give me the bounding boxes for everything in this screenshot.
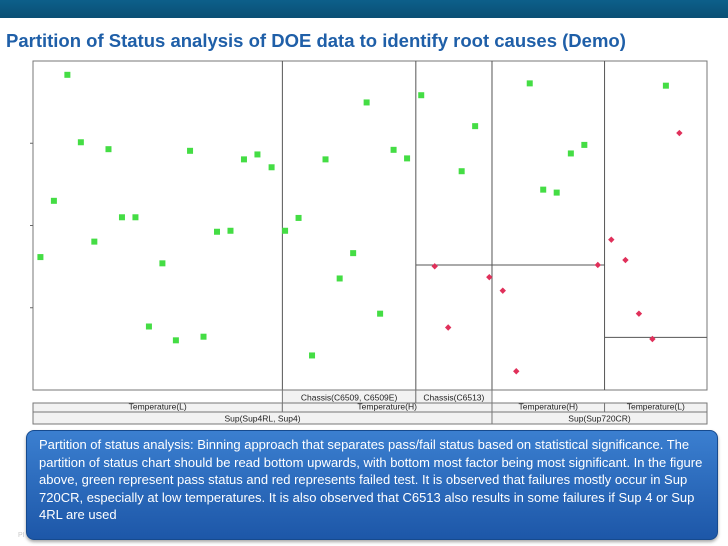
pass-point-5 bbox=[105, 146, 112, 153]
pass-point-10 bbox=[172, 337, 179, 344]
pass-point-3 bbox=[77, 139, 84, 146]
pass-point-4 bbox=[91, 238, 98, 245]
temperature-label-2: Temperature(H) bbox=[519, 402, 579, 412]
pass-point-24 bbox=[363, 99, 370, 106]
sup-cell-1 bbox=[491, 411, 708, 425]
fail-point-34 bbox=[499, 287, 506, 294]
pass-point-39 bbox=[567, 150, 574, 157]
pass-point-38 bbox=[553, 189, 560, 196]
top-banner bbox=[0, 0, 728, 18]
fail-point-35 bbox=[513, 368, 520, 375]
fail-point-33 bbox=[486, 273, 493, 281]
fail-point-42 bbox=[608, 236, 615, 243]
pass-point-1 bbox=[50, 197, 57, 204]
pass-point-15 bbox=[240, 156, 247, 163]
pass-point-46 bbox=[662, 82, 669, 89]
pass-point-9 bbox=[159, 260, 166, 267]
temperature-label-0: Temperature(L) bbox=[129, 402, 187, 412]
pass-point-20 bbox=[309, 352, 316, 359]
pass-point-13 bbox=[214, 228, 221, 235]
fail-point-44 bbox=[635, 310, 643, 317]
footer-mark: PI bbox=[18, 532, 25, 539]
pass-point-12 bbox=[200, 333, 207, 340]
fail-point-30 bbox=[444, 324, 452, 331]
pass-point-37 bbox=[540, 186, 547, 193]
pass-point-26 bbox=[390, 146, 397, 153]
pass-point-27 bbox=[404, 155, 411, 162]
sup-label-0: Sup(Sup4RL, Sup4) bbox=[224, 414, 300, 424]
pass-point-7 bbox=[132, 214, 139, 221]
pass-point-21 bbox=[322, 156, 329, 163]
pass-point-0 bbox=[37, 254, 44, 261]
chassis-label-0: Chassis(C6509, C6509E) bbox=[301, 393, 398, 403]
pass-point-23 bbox=[350, 250, 357, 257]
pass-point-6 bbox=[118, 214, 125, 221]
fail-point-45 bbox=[649, 335, 656, 343]
pass-point-19 bbox=[295, 214, 302, 221]
pass-point-36 bbox=[526, 80, 533, 87]
temperature-label-3: Temperature(L) bbox=[627, 402, 685, 412]
fail-point-47 bbox=[676, 129, 683, 137]
pass-point-11 bbox=[187, 147, 194, 154]
fail-point-29 bbox=[431, 263, 438, 270]
explanation-callout: Partition of status analysis: Binning ap… bbox=[26, 430, 718, 540]
pass-point-40 bbox=[581, 141, 588, 148]
pass-point-25 bbox=[377, 310, 384, 317]
pass-point-17 bbox=[268, 164, 275, 171]
pass-point-18 bbox=[282, 227, 289, 234]
plot-area bbox=[32, 60, 708, 391]
pass-point-31 bbox=[458, 168, 465, 175]
sup-label-1: Sup(Sup720CR) bbox=[568, 414, 631, 424]
pass-point-8 bbox=[145, 323, 152, 330]
temperature-label-1: Temperature(H) bbox=[357, 402, 417, 412]
page-title: Partition of Status analysis of DOE data… bbox=[6, 30, 626, 51]
fail-point-43 bbox=[622, 256, 629, 264]
chassis-label-1: Chassis(C6513) bbox=[423, 393, 484, 403]
pass-point-16 bbox=[254, 151, 261, 158]
pass-point-2 bbox=[64, 71, 71, 78]
callout-text: Partition of status analysis: Binning ap… bbox=[39, 437, 703, 523]
pass-point-22 bbox=[336, 275, 343, 282]
pass-point-14 bbox=[227, 227, 234, 234]
pass-point-28 bbox=[418, 92, 425, 99]
fail-point-41 bbox=[594, 261, 602, 269]
pass-point-32 bbox=[472, 123, 479, 130]
